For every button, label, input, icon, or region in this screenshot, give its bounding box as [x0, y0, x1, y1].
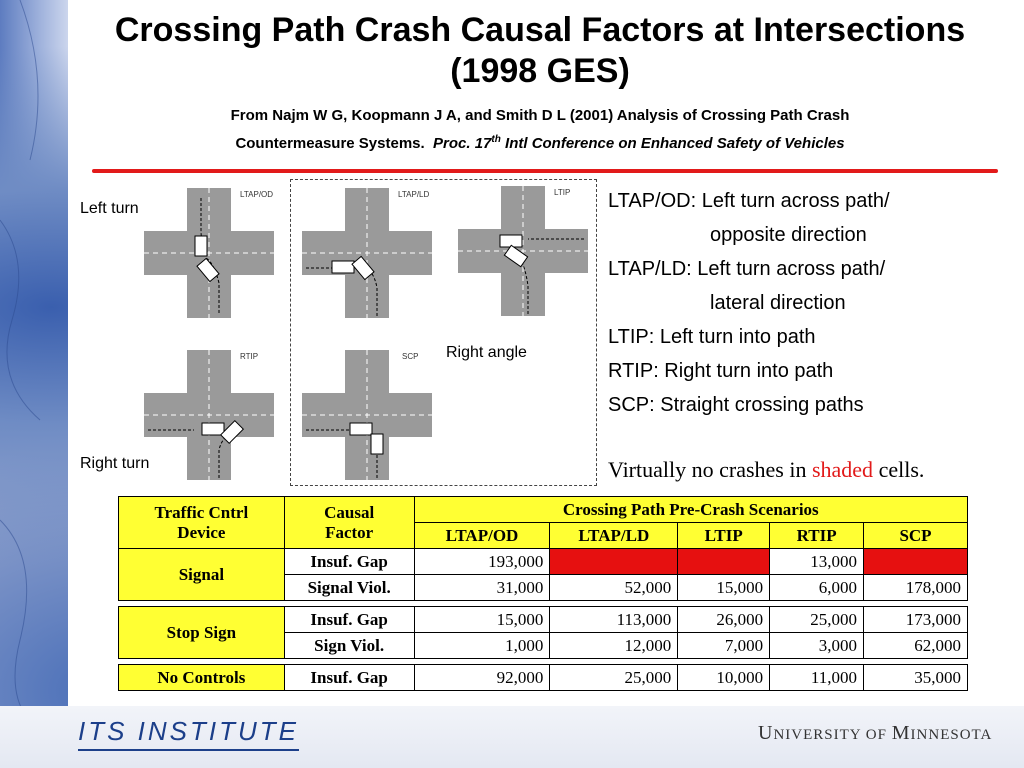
- table-row: Sign Viol. 1,000 12,000 7,000 3,000 62,0…: [119, 632, 968, 659]
- col-header: LTAP/OD: [413, 522, 551, 549]
- intersection-graphic: [144, 188, 274, 318]
- table-row: Signal Insuf. Gap 193,000 13,000: [118, 548, 968, 601]
- def-ltap-od: LTAP/OD: Left turn across path/: [608, 190, 890, 212]
- header-scenarios: Crossing Path Pre-Crash Scenarios: [413, 496, 969, 523]
- value-cell: 10,000: [677, 664, 771, 691]
- value-cell: 193,000: [413, 548, 551, 575]
- header-factor: Causal Factor: [283, 496, 415, 549]
- label-right-angle: Right angle: [446, 344, 527, 361]
- diagram-ltap-od: LTAP/OD: [144, 188, 274, 318]
- scenario-definitions: LTAP/OD: Left turn across path/ opposite…: [608, 184, 1008, 422]
- def-ltip: LTIP: Left turn into path: [608, 326, 816, 348]
- diagram-tag: LTIP: [554, 188, 571, 197]
- header-device: Traffic Cntrl Device: [118, 496, 285, 549]
- value-cell: 35,000: [863, 664, 968, 691]
- value-cell: 13,000: [769, 548, 865, 575]
- col-header: LTAP/LD: [549, 522, 679, 549]
- factor-cell: Signal Viol.: [283, 574, 415, 601]
- citation-line-2: Countermeasure Systems. Proc. 17th Intl …: [235, 134, 845, 152]
- university-of-minnesota-logo: UNIVERSITY OF MINNESOTA: [758, 722, 993, 744]
- value-cell: 25,000: [769, 606, 865, 633]
- table-row: No Controls Insuf. Gap 92,000 25,000 10,…: [118, 664, 968, 691]
- table-row: Stop Sign Insuf. Gap 15,000 113,000 26,0…: [118, 606, 968, 659]
- table-row: Signal Viol. 31,000 52,000 15,000 6,000 …: [119, 574, 968, 601]
- its-institute-logo: ITS INSTITUTE: [78, 716, 299, 751]
- diagram-rtip: RTIP: [144, 350, 274, 480]
- value-cell: 173,000: [863, 606, 968, 633]
- value-cell: 113,000: [549, 606, 679, 633]
- value-cell: 178,000: [863, 574, 968, 601]
- citation-line-1: From Najm W G, Koopmann J A, and Smith D…: [230, 107, 850, 124]
- col-header: SCP: [863, 522, 968, 549]
- value-cell: 12,000: [549, 632, 679, 659]
- diagram-ltap-ld: LTAP/LD: [302, 188, 432, 318]
- diagram-tag: SCP: [402, 352, 419, 361]
- def-ltap-ld: LTAP/LD: Left turn across path/: [608, 258, 886, 280]
- label-right-turn: Right turn: [80, 455, 150, 472]
- diagram-ltip: LTIP: [458, 186, 588, 316]
- value-cell: 11,000: [769, 664, 865, 691]
- diagram-scp: SCP: [302, 350, 432, 480]
- value-cell: 1,000: [413, 632, 551, 659]
- shaded-note: Virtually no crashes in shaded cells.: [608, 457, 925, 482]
- citation: From Najm W G, Koopmann J A, and Smith D…: [80, 104, 1000, 156]
- factor-cell: Insuf. Gap: [283, 606, 415, 633]
- value-cell: 7,000: [677, 632, 771, 659]
- shaded-cell: [863, 548, 968, 575]
- def-rtip: RTIP: Right turn into path: [608, 360, 834, 382]
- slide-title: Crossing Path Crash Causal Factors at In…: [114, 11, 966, 90]
- shaded-cell: [677, 548, 771, 575]
- intersection-graphic: [144, 350, 274, 480]
- diagram-tag: RTIP: [240, 352, 259, 361]
- def-ltap-od-cont: opposite direction: [710, 224, 867, 246]
- def-ltap-ld-cont: lateral direction: [710, 292, 846, 314]
- factor-cell: Insuf. Gap: [283, 664, 415, 691]
- value-cell: 6,000: [769, 574, 865, 601]
- intersection-graphic: [302, 350, 432, 480]
- value-cell: 92,000: [413, 664, 551, 691]
- value-cell: 62,000: [863, 632, 968, 659]
- value-cell: 52,000: [549, 574, 679, 601]
- right-angle-group-box: [290, 179, 597, 486]
- footer-strip: [0, 706, 1024, 768]
- device-stop-sign: Stop Sign: [118, 606, 285, 659]
- intersection-graphic: [458, 186, 588, 316]
- factor-cell: Insuf. Gap: [283, 548, 415, 575]
- label-left-turn: Left turn: [80, 200, 139, 217]
- def-scp: SCP: Straight crossing paths: [608, 394, 864, 416]
- value-cell: 26,000: [677, 606, 771, 633]
- diagram-tag: LTAP/LD: [398, 190, 430, 199]
- shaded-word: shaded: [811, 457, 874, 482]
- col-header: LTIP: [677, 522, 771, 549]
- value-cell: 15,000: [413, 606, 551, 633]
- device-signal: Signal: [118, 548, 285, 601]
- intersection-graphic: [302, 188, 432, 318]
- crash-table: Traffic Cntrl Device Causal Factor Cross…: [118, 496, 969, 691]
- factor-cell: Sign Viol.: [283, 632, 415, 659]
- red-divider: [92, 169, 998, 173]
- col-header: RTIP: [769, 522, 865, 549]
- value-cell: 25,000: [549, 664, 679, 691]
- value-cell: 3,000: [769, 632, 865, 659]
- device-no-controls: No Controls: [118, 664, 285, 691]
- shaded-cell: [549, 548, 679, 575]
- value-cell: 31,000: [413, 574, 551, 601]
- diagram-tag: LTAP/OD: [240, 190, 274, 199]
- value-cell: 15,000: [677, 574, 771, 601]
